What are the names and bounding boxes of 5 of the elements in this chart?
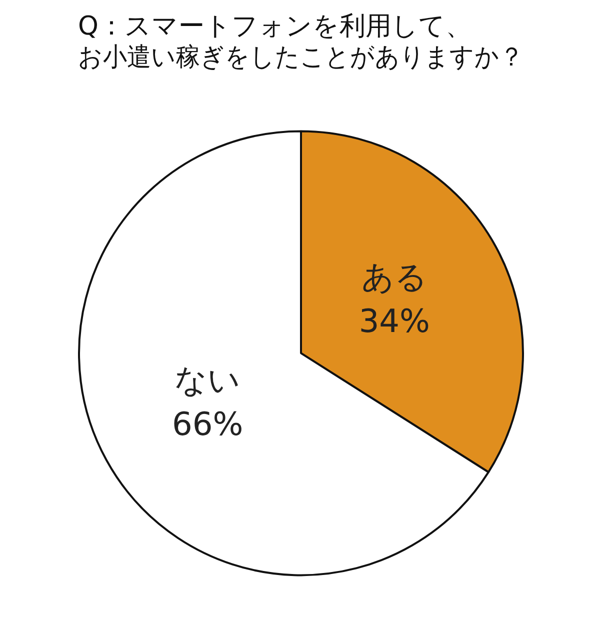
slice-label: ある (361, 258, 428, 296)
data-label: 66% (172, 404, 244, 443)
data-label: 34% (358, 302, 430, 340)
chart-title: Q：スマートフォンを利用して、お小遣い稼ぎをしたことがありますか？ (78, 11, 524, 72)
slice-label: ない (174, 360, 241, 399)
